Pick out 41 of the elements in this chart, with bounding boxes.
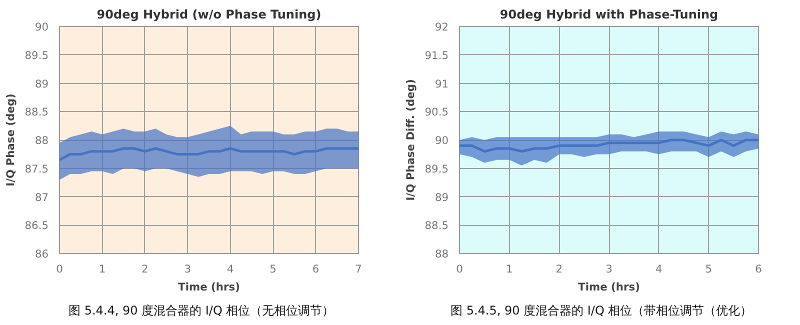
x-axis-title: Time (hrs) (578, 280, 640, 294)
x-tick-label: 1 (506, 262, 513, 276)
y-tick-label: 87 (34, 190, 49, 204)
x-tick-label: 0 (56, 262, 64, 276)
x-tick-label: 2 (142, 262, 148, 276)
y-tick-label: 86 (34, 248, 49, 260)
chart-title: 90deg Hybrid with Phase-Tuning (500, 8, 718, 22)
chart-title: 90deg Hybrid (w/o Phase Tuning) (96, 8, 322, 22)
x-tick-label: 3 (184, 262, 192, 276)
x-tick-label: 7 (355, 262, 362, 276)
x-tick-label: 6 (755, 262, 762, 276)
y-tick-label: 90.5 (424, 106, 449, 119)
y-tick-label: 87.5 (24, 162, 49, 176)
caption: 图 5.4.4, 90 度混合器的 I/Q 相位（无相位调节） (68, 304, 334, 318)
y-tick-label: 88 (434, 248, 449, 260)
y-tick-label: 90 (434, 134, 449, 147)
x-axis-title: Time (hrs) (178, 280, 240, 294)
x-tick-label: 5 (270, 262, 276, 276)
x-tick-label: 4 (226, 262, 234, 276)
x-tick-label: 0 (456, 262, 464, 276)
y-tick-label: 88 (34, 134, 49, 147)
y-tick-label: 89.5 (424, 162, 449, 176)
y-tick-label: 90 (34, 20, 49, 34)
y-axis-title: I/Q Phase Diff. (deg) (404, 79, 417, 201)
y-tick-label: 89 (434, 190, 449, 204)
y-tick-label: 88.5 (424, 219, 449, 232)
x-tick-label: 2 (556, 262, 563, 276)
y-tick-label: 92 (434, 20, 449, 34)
y-tick-label: 91.5 (424, 48, 449, 62)
x-tick-label: 6 (312, 262, 320, 276)
x-tick-label: 1 (98, 262, 106, 276)
x-tick-label: 4 (655, 262, 662, 276)
x-tick-label: 5 (705, 262, 712, 276)
y-axis-title: I/Q Phase (deg) (4, 94, 17, 186)
y-tick-label: 88.5 (24, 106, 49, 119)
y-tick-label: 86.5 (24, 219, 49, 232)
x-tick-label: 3 (606, 262, 612, 276)
y-tick-label: 89 (34, 77, 49, 90)
caption: 图 5.4.5, 90 度混合器的 I/Q 相位（带相位调节（优化） (450, 304, 752, 318)
y-tick-label: 91 (434, 77, 449, 90)
y-tick-label: 89.5 (24, 48, 49, 62)
